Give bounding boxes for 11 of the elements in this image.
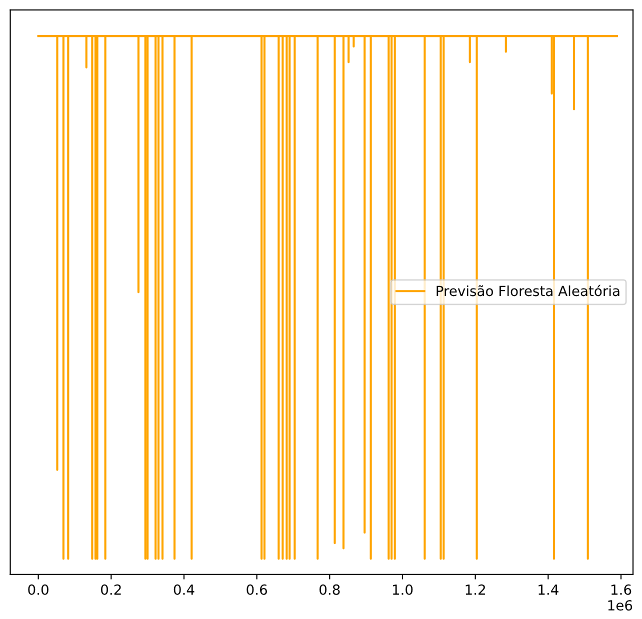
x-tick-label: 1.2	[466, 584, 485, 595]
x-tick-label: 0.8	[320, 584, 340, 595]
legend-label: Previsão Floresta Aleatória	[436, 284, 620, 296]
x-tick-label: 1.6	[611, 584, 632, 595]
x-tick-label: 0.2	[101, 584, 121, 595]
x-tick-label: 0.6	[246, 584, 267, 595]
text: 1e6	[608, 600, 632, 611]
x-tick-label: 0.0	[28, 584, 48, 595]
x-tick-label: 1.0	[392, 584, 413, 595]
x-tick-label: 0.4	[174, 584, 194, 595]
x-tick-label: 1.4	[538, 584, 558, 595]
